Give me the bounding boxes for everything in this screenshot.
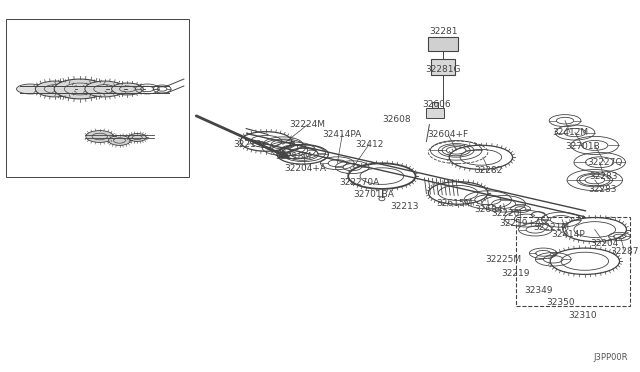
Text: 32219: 32219 bbox=[233, 140, 262, 149]
Ellipse shape bbox=[54, 79, 106, 99]
Text: 32221M: 32221M bbox=[533, 223, 569, 232]
Text: 32220: 32220 bbox=[492, 209, 520, 218]
Text: 32414P: 32414P bbox=[551, 230, 585, 239]
Text: 32606: 32606 bbox=[422, 100, 451, 109]
Bar bbox=[516, 217, 630, 306]
Text: 32281: 32281 bbox=[429, 27, 458, 36]
Ellipse shape bbox=[111, 83, 143, 95]
Text: 32350: 32350 bbox=[546, 298, 575, 307]
Text: 32310: 32310 bbox=[568, 311, 597, 320]
Text: 32282: 32282 bbox=[475, 166, 503, 175]
Text: 32349: 32349 bbox=[524, 286, 552, 295]
Bar bbox=[6, 19, 189, 177]
Text: 32204+A: 32204+A bbox=[285, 164, 326, 173]
Ellipse shape bbox=[17, 84, 44, 94]
Text: 32204: 32204 bbox=[591, 239, 619, 248]
Ellipse shape bbox=[129, 134, 146, 141]
Text: 32218M: 32218M bbox=[276, 152, 312, 161]
Text: 32281G: 32281G bbox=[426, 65, 461, 74]
Text: 32227Q: 32227Q bbox=[587, 158, 622, 167]
Text: 32219: 32219 bbox=[501, 269, 530, 278]
Bar bbox=[426, 108, 444, 118]
Text: 32224M: 32224M bbox=[290, 120, 326, 129]
Bar bbox=[428, 38, 458, 51]
Ellipse shape bbox=[35, 81, 75, 97]
Text: 32701BA: 32701BA bbox=[353, 190, 394, 199]
Text: 32213: 32213 bbox=[390, 202, 419, 211]
Text: 32604+F: 32604+F bbox=[428, 130, 468, 139]
Text: J3PP00R: J3PP00R bbox=[593, 353, 627, 362]
Text: 32219+A: 32219+A bbox=[499, 219, 541, 228]
Text: 32615M: 32615M bbox=[436, 199, 472, 208]
Ellipse shape bbox=[109, 135, 131, 145]
Bar bbox=[433, 102, 438, 108]
Text: 32604: 32604 bbox=[475, 205, 503, 214]
Bar bbox=[431, 59, 455, 75]
Text: 32412: 32412 bbox=[355, 140, 383, 149]
Text: 32414PA: 32414PA bbox=[323, 130, 362, 139]
Text: 322270A: 322270A bbox=[339, 177, 380, 186]
Text: 32283: 32283 bbox=[588, 186, 617, 195]
Text: 32225M: 32225M bbox=[486, 255, 522, 264]
Ellipse shape bbox=[85, 81, 124, 97]
Text: 32608: 32608 bbox=[383, 115, 411, 124]
Text: 32283: 32283 bbox=[589, 171, 618, 180]
Text: 32412M: 32412M bbox=[552, 128, 588, 137]
Ellipse shape bbox=[86, 131, 113, 142]
Text: 32701B: 32701B bbox=[566, 142, 600, 151]
Text: 32287: 32287 bbox=[610, 247, 639, 256]
